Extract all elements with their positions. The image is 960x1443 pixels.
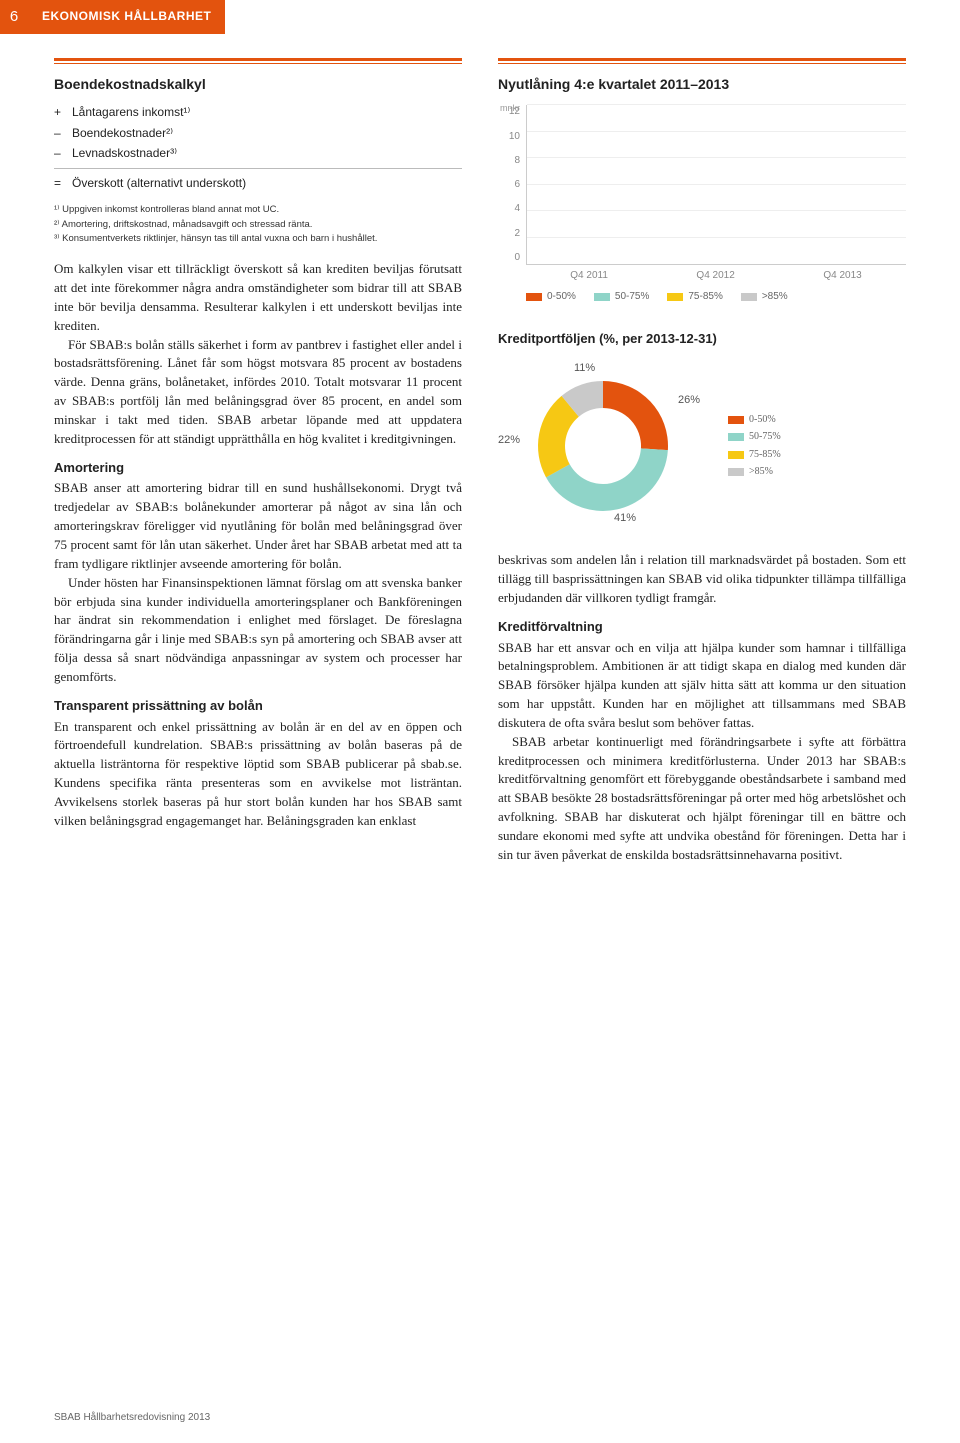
kalkyl-label: Överskott (alternativt underskott) xyxy=(72,175,246,192)
kalkyl-sign: – xyxy=(54,125,66,142)
kalkyl-row: – Levnadskostnader³⁾ xyxy=(54,145,462,162)
ytick: 6 xyxy=(498,178,520,193)
kalkyl-label: Levnadskostnader³⁾ xyxy=(72,145,177,162)
kalkyl-list: + Låntagarens inkomst¹⁾ – Boendekostnade… xyxy=(54,104,462,193)
donut-label: 11% xyxy=(574,361,595,377)
donut-chart-section: Kreditportföljen (%, per 2013-12-31) 26%… xyxy=(498,330,906,531)
paragraph: SBAB arbetar kontinuerligt med förändrin… xyxy=(498,733,906,865)
paragraph: Om kalkylen visar ett tillräckligt övers… xyxy=(54,260,462,335)
paragraph: beskrivas som andelen lån i relation til… xyxy=(498,551,906,608)
page-header: 6 EKONOMISK HÅLLBARHET xyxy=(0,0,960,34)
xtick: Q4 2011 xyxy=(570,269,608,284)
kalkyl-label: Låntagarens inkomst¹⁾ xyxy=(72,104,190,121)
right-column: Nyutlåning 4:e kvartalet 2011–2013 mnkr … xyxy=(498,58,906,875)
donut-label: 22% xyxy=(498,433,520,449)
page-footer: SBAB Hållbarhetsredovisning 2013 xyxy=(54,1411,210,1426)
kalkyl-footnotes: ¹⁾ Uppgiven inkomst kontrolleras bland a… xyxy=(54,203,462,246)
ytick: 8 xyxy=(498,154,520,169)
heading-kreditforvaltning: Kreditförvaltning xyxy=(498,618,906,637)
legend-item: 0-50% xyxy=(526,290,576,305)
section-title: EKONOMISK HÅLLBARHET xyxy=(28,0,225,34)
xtick: Q4 2013 xyxy=(823,269,861,284)
donut-legend: 0-50% 50-75% 75-85% >85% xyxy=(728,413,781,480)
legend-item: 50-75% xyxy=(728,430,781,445)
legend-item: 0-50% xyxy=(728,413,781,428)
footnote: ²⁾ Amortering, driftskostnad, månadsavgi… xyxy=(54,218,462,232)
ytick: 10 xyxy=(498,130,520,145)
ytick: 0 xyxy=(498,251,520,266)
y-axis: 12 10 8 6 4 2 0 xyxy=(498,105,526,265)
donut-slice xyxy=(603,381,668,450)
legend-item: >85% xyxy=(741,290,788,305)
ytick: 4 xyxy=(498,202,520,217)
legend-item: >85% xyxy=(728,465,781,480)
body-text-right: beskrivas som andelen lån i relation til… xyxy=(498,551,906,865)
bar-legend: 0-50% 50-75% 75-85% >85% xyxy=(526,290,906,305)
kalkyl-sign: + xyxy=(54,104,66,121)
kalkyl-result: = Överskott (alternativt underskott) xyxy=(54,175,462,192)
page-number: 6 xyxy=(0,0,28,34)
heading-transparent: Transparent prissättning av bolån xyxy=(54,697,462,716)
kalkyl-sign: = xyxy=(54,175,66,192)
footnote: ³⁾ Konsumentverkets riktlinjer, hänsyn t… xyxy=(54,232,462,246)
paragraph: SBAB har ett ansvar och en vilja att hjä… xyxy=(498,639,906,733)
heading-amortering: Amortering xyxy=(54,459,462,478)
legend-item: 75-85% xyxy=(667,290,722,305)
kalkyl-label: Boendekostnader²⁾ xyxy=(72,125,173,142)
kalkyl-sign: – xyxy=(54,145,66,162)
donut-title: Kreditportföljen (%, per 2013-12-31) xyxy=(498,330,906,349)
kalkyl-title: Boendekostnadskalkyl xyxy=(54,74,462,94)
donut-chart: 26% 41% 22% 11% xyxy=(498,361,708,531)
footnote: ¹⁾ Uppgiven inkomst kontrolleras bland a… xyxy=(54,203,462,217)
legend-item: 50-75% xyxy=(594,290,649,305)
bar-chart: mnkr 12 10 8 6 4 2 0 Q xyxy=(498,104,906,304)
paragraph: En transparent och enkel prissättning av… xyxy=(54,718,462,831)
donut-label: 26% xyxy=(678,393,700,409)
kalkyl-row: + Låntagarens inkomst¹⁾ xyxy=(54,104,462,121)
kalkyl-row: – Boendekostnader²⁾ xyxy=(54,125,462,142)
paragraph: SBAB anser att amortering bidrar till en… xyxy=(54,479,462,573)
paragraph: Under hösten har Finansinspektionen lämn… xyxy=(54,574,462,687)
body-text-left: Om kalkylen visar ett tillräckligt övers… xyxy=(54,260,462,830)
x-axis: Q4 2011 Q4 2012 Q4 2013 xyxy=(526,269,906,284)
legend-item: 75-85% xyxy=(728,448,781,463)
barchart-title: Nyutlåning 4:e kvartalet 2011–2013 xyxy=(498,74,906,94)
xtick: Q4 2012 xyxy=(696,269,734,284)
donut-label: 41% xyxy=(614,511,636,527)
left-column: Boendekostnadskalkyl + Låntagarens inkom… xyxy=(54,58,462,875)
paragraph: För SBAB:s bolån ställs säkerhet i form … xyxy=(54,336,462,449)
ytick: 2 xyxy=(498,227,520,242)
